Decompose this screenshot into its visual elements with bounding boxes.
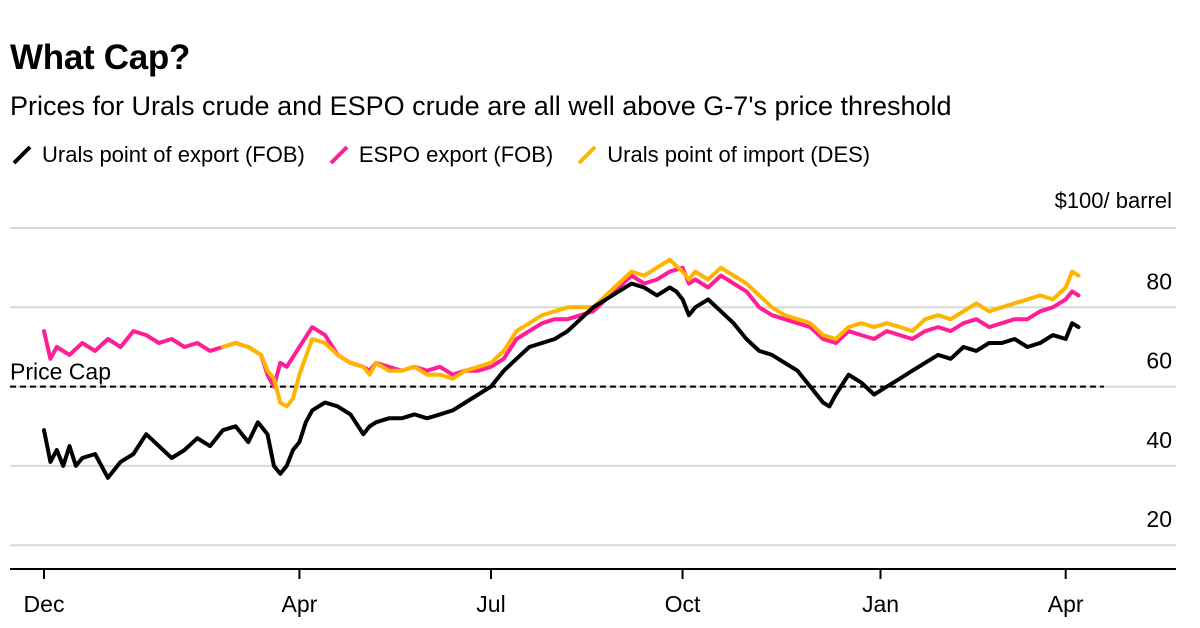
x-ticks: Dec Apr Jul Oct Jan Apr	[24, 569, 1084, 617]
legend-swatch-urals-export	[12, 145, 32, 165]
price-cap-label: Price Cap	[10, 359, 111, 385]
legend-label-espo-export: ESPO export (FOB)	[358, 142, 554, 167]
gridlines	[10, 227, 1176, 570]
x-tick-label-4: Jan	[862, 591, 899, 617]
legend-label-urals-import: Urals point of import (DES)	[607, 142, 871, 167]
x-tick-label-2: Jul	[476, 591, 505, 617]
y-tick-labels: 20 40 60 80	[1146, 268, 1172, 532]
series-line-2	[220, 257, 1081, 409]
legend-swatch-line-espo-export	[329, 145, 349, 165]
chart-subtitle: Prices for Urals crude and ESPO crude ar…	[10, 91, 952, 121]
y-tick-label-20: 20	[1146, 506, 1172, 532]
y-axis-unit-label: $100/ barrel	[1055, 188, 1172, 213]
legend-item-urals-export: Urals point of export (FOB)	[10, 142, 305, 168]
legend-swatch-urals-import	[577, 145, 597, 165]
legend-swatch-line-urals-export	[12, 145, 32, 165]
y-tick-label-80: 80	[1146, 268, 1172, 294]
y-tick-label-40: 40	[1146, 427, 1172, 453]
legend-label-urals-export: Urals point of export (FOB)	[42, 142, 305, 167]
chart-title: What Cap?	[10, 38, 191, 77]
x-tick-label-3: Oct	[665, 591, 701, 617]
series-lines	[42, 257, 1081, 480]
legend-item-espo-export: ESPO export (FOB)	[327, 142, 553, 168]
legend-swatch-espo-export	[329, 145, 349, 165]
series-line-1	[42, 265, 1081, 389]
x-tick-label-5: Apr	[1048, 591, 1084, 617]
x-tick-label-0: Dec	[24, 591, 65, 617]
x-tick-label-1: Apr	[282, 591, 318, 617]
legend-item-urals-import: Urals point of import (DES)	[575, 142, 870, 168]
legend: Urals point of export (FOB) ESPO export …	[10, 142, 870, 168]
series-line-0	[42, 281, 1081, 480]
legend-swatch-line-urals-import	[577, 145, 597, 165]
y-tick-label-60: 60	[1146, 348, 1172, 374]
